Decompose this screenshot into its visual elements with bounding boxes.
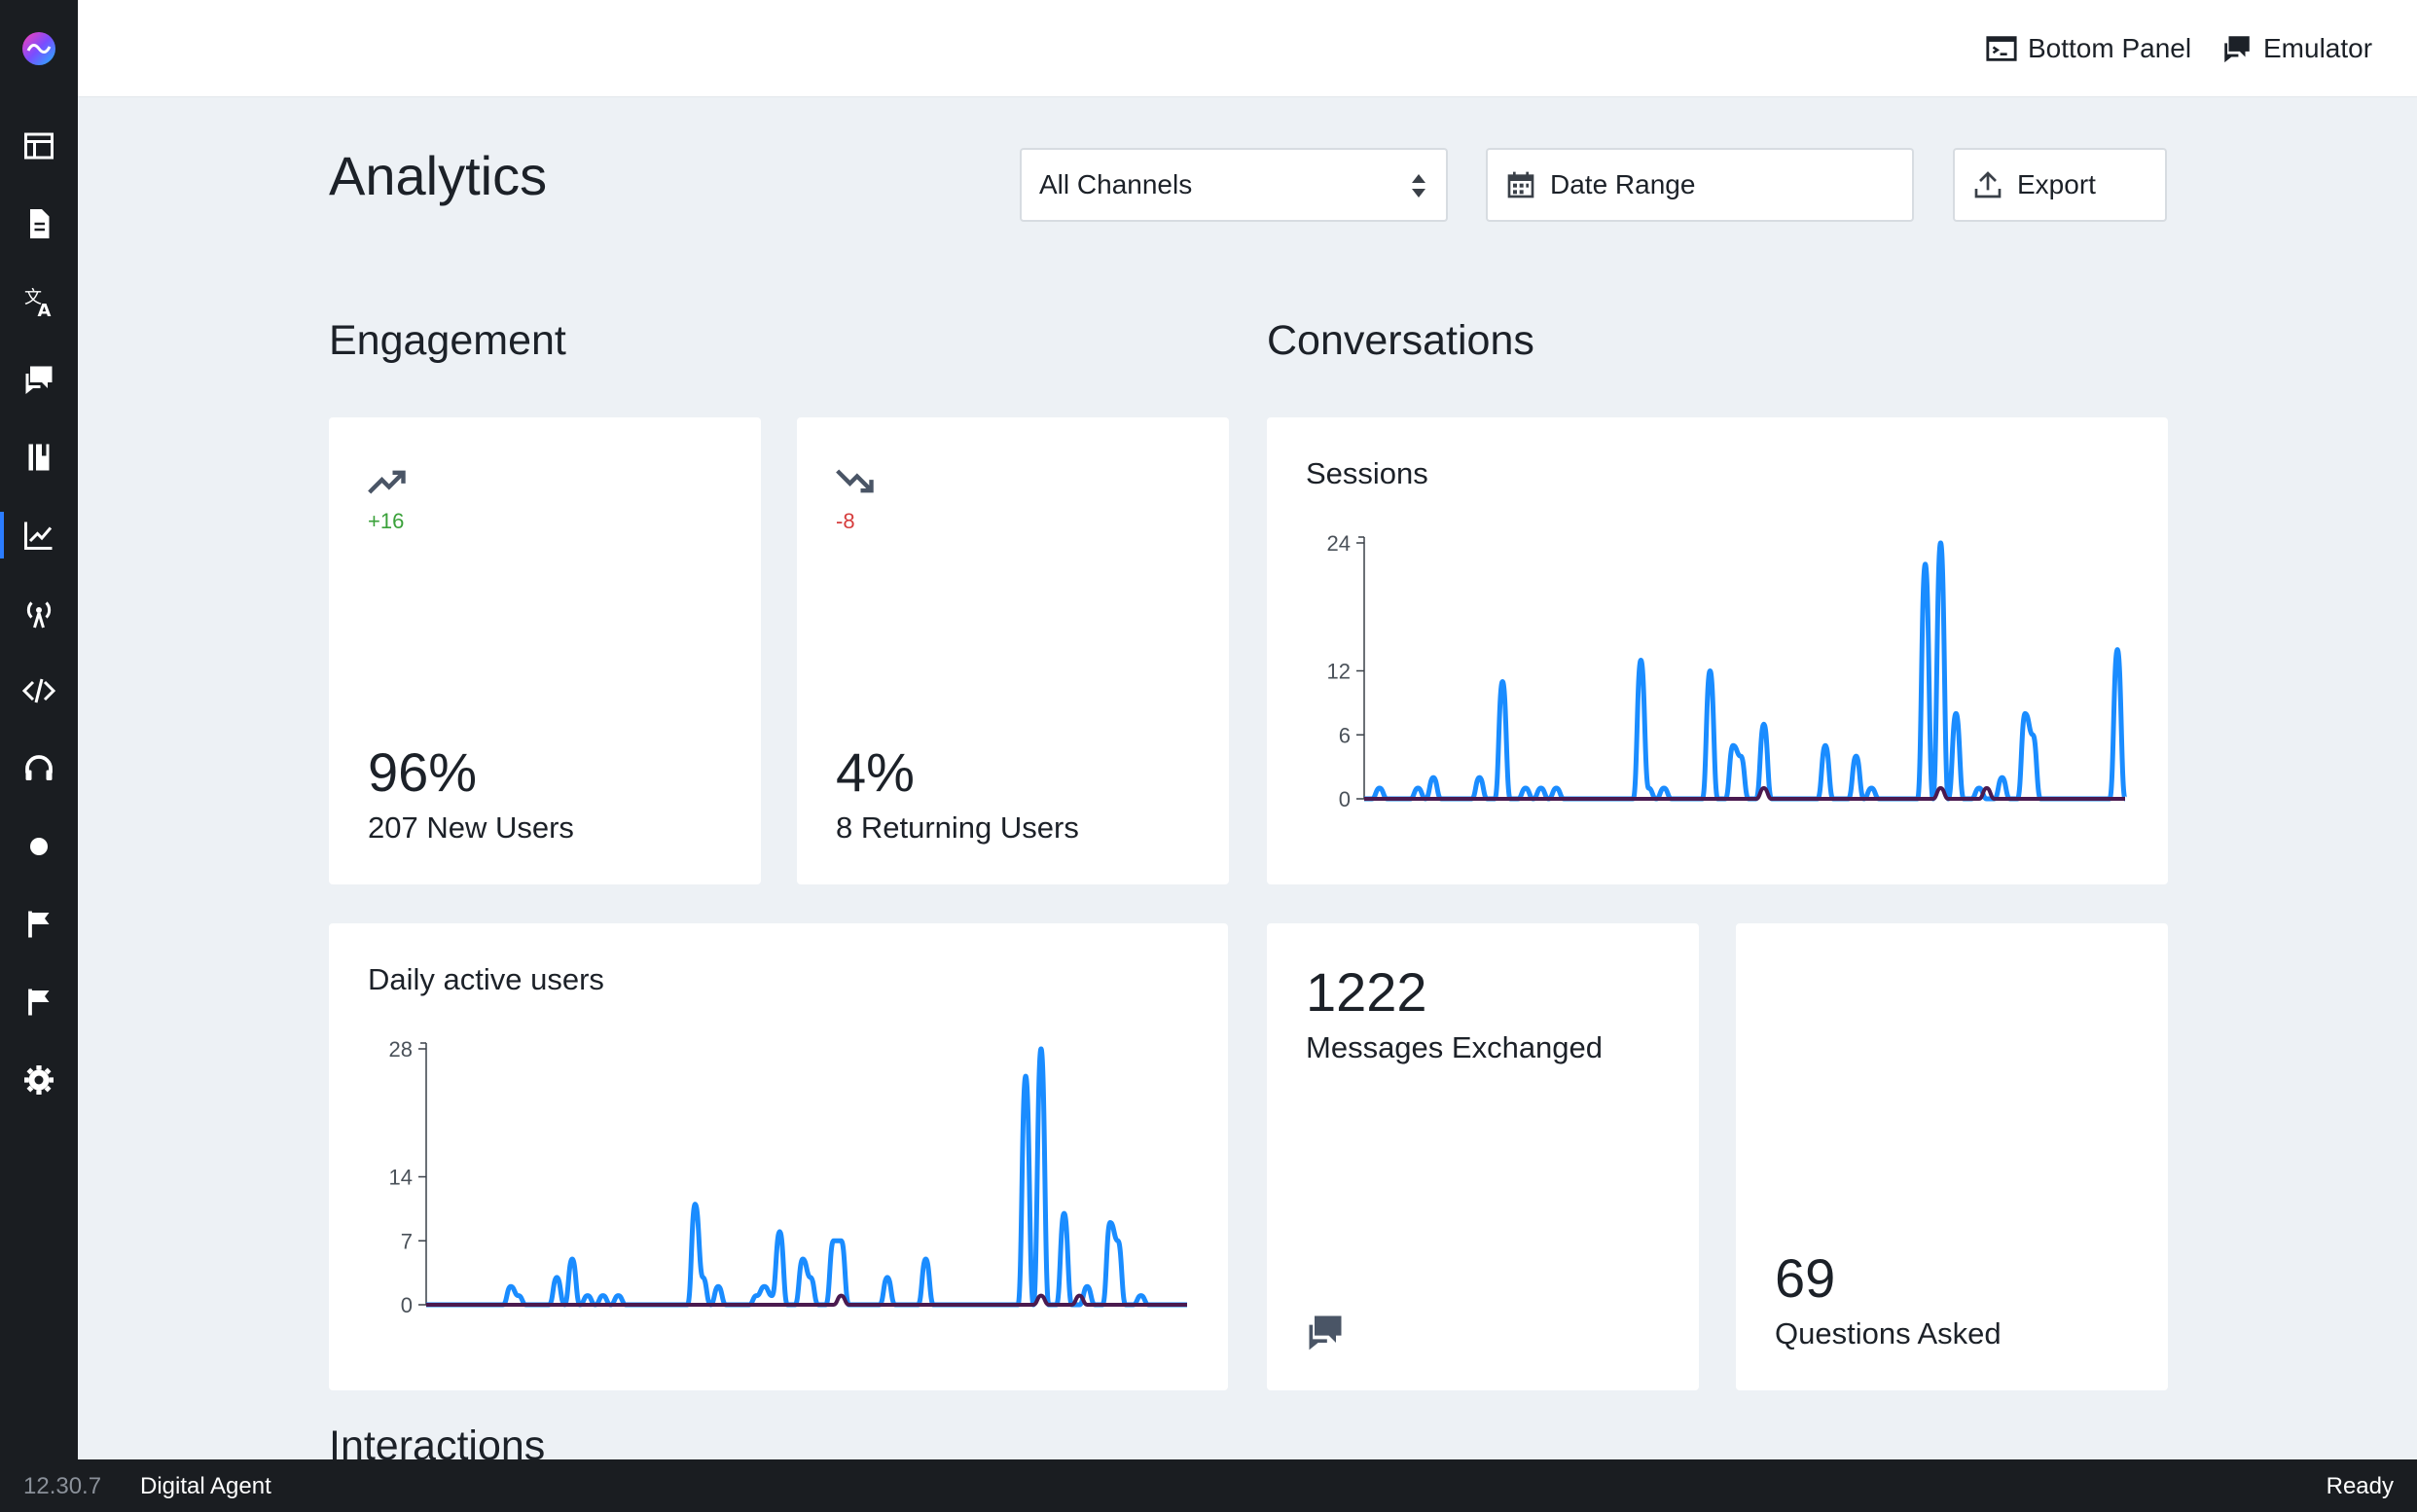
questions-card: 69 Questions Asked	[1736, 923, 2168, 1390]
top-bar: Bottom Panel Emulator	[78, 0, 2417, 97]
sidebar-item-knowledge[interactable]	[0, 418, 78, 496]
export-label: Export	[2017, 169, 2096, 199]
sidebar-item-flag-1[interactable]	[0, 885, 78, 963]
svg-text:A: A	[38, 301, 52, 319]
sessions-chart-title: Sessions	[1306, 456, 1428, 490]
layout-icon	[24, 132, 54, 160]
sidebar-item-analytics[interactable]	[0, 496, 78, 574]
calendar-icon	[1507, 171, 1534, 198]
dot-icon	[30, 838, 48, 855]
broadcast-icon	[26, 601, 52, 629]
chat-icon	[25, 366, 53, 394]
series-line	[1364, 786, 2125, 801]
new-users-label: 207 New Users	[368, 810, 574, 845]
book-icon	[28, 444, 50, 471]
gear-icon	[24, 1065, 54, 1095]
series-line	[426, 1293, 1187, 1307]
app-logo-icon[interactable]	[19, 29, 58, 68]
bot-name-label: Digital Agent	[140, 1473, 271, 1499]
conversations-section-title: Conversations	[1267, 317, 1534, 364]
y-tick-label: 0	[1339, 787, 1351, 811]
messages-card: 1222 Messages Exchanged	[1267, 923, 1699, 1390]
sessions-chart-card: Sessions 0 6 12 24	[1267, 417, 2168, 884]
questions-label: Questions Asked	[1775, 1316, 2002, 1350]
series-line	[426, 1046, 1187, 1308]
sidebar-item-support[interactable]	[0, 730, 78, 808]
sort-arrows-icon	[1412, 174, 1425, 198]
y-tick-label: 14	[389, 1166, 413, 1190]
returning-users-card: -8 4% 8 Returning Users	[797, 417, 1229, 884]
bottom-panel-label: Bottom Panel	[2028, 33, 2192, 63]
new-users-card: +16 96% 207 New Users	[329, 417, 761, 884]
sidebar-item-qna[interactable]	[0, 341, 78, 418]
chart-line-icon	[24, 522, 53, 550]
flag-icon	[28, 911, 50, 938]
y-tick-label: 7	[401, 1229, 413, 1253]
trending-down-icon	[836, 469, 874, 493]
sessions-chart: 0 6 12 24	[1327, 531, 2128, 811]
chat-icon	[2224, 36, 2250, 63]
sidebar-item-channels[interactable]	[0, 574, 78, 652]
sidebar-item-studio[interactable]	[0, 107, 78, 185]
svg-text:文: 文	[24, 288, 42, 308]
y-tick-label: 6	[1339, 723, 1351, 747]
status-bar: 12.30.7 Digital Agent Ready	[0, 1459, 2417, 1512]
page-title: Analytics	[329, 145, 548, 206]
returning-users-delta: -8	[836, 509, 855, 533]
chat-icon	[1309, 1315, 1342, 1350]
date-range-button[interactable]: Date Range	[1486, 148, 1914, 222]
y-tick-label: 12	[1327, 660, 1351, 684]
engagement-section-title: Engagement	[329, 317, 566, 364]
date-range-label: Date Range	[1550, 169, 1696, 199]
channel-select[interactable]: All Channels	[1020, 148, 1448, 222]
status-label: Ready	[2326, 1473, 2394, 1499]
bottom-panel-button[interactable]: Bottom Panel	[1985, 27, 2191, 70]
trending-up-icon	[368, 470, 406, 494]
export-button[interactable]: Export	[1953, 148, 2167, 222]
sidebar-item-status[interactable]	[0, 808, 78, 885]
sidebar-item-flag-2[interactable]	[0, 963, 78, 1041]
channel-select-value: All Channels	[1039, 169, 1193, 199]
y-tick-label: 24	[1327, 531, 1351, 556]
document-icon	[30, 209, 50, 238]
code-icon	[21, 678, 56, 703]
questions-value: 69	[1775, 1247, 1836, 1309]
sidebar-item-code[interactable]	[0, 652, 78, 730]
headset-icon	[25, 755, 53, 780]
sidebar-item-settings[interactable]	[0, 1041, 78, 1119]
returning-users-label: 8 Returning Users	[836, 810, 1079, 845]
new-users-percent: 96%	[368, 741, 478, 803]
version-label: 12.30.7	[23, 1473, 102, 1499]
y-tick-label: 28	[389, 1037, 413, 1062]
dau-chart-card: Daily active users 0 7 14 28	[329, 923, 1228, 1390]
new-users-delta: +16	[368, 509, 405, 533]
y-tick-label: 0	[401, 1293, 413, 1317]
terminal-icon	[1986, 36, 2017, 61]
emulator-label: Emulator	[2263, 33, 2373, 63]
flag-icon	[28, 989, 50, 1016]
sidebar-item-content[interactable]	[0, 185, 78, 263]
messages-label: Messages Exchanged	[1306, 1030, 1604, 1064]
upload-icon	[1974, 171, 2002, 198]
emulator-button[interactable]: Emulator	[2220, 27, 2372, 70]
dau-chart-title: Daily active users	[368, 962, 604, 996]
dau-chart: 0 7 14 28	[389, 1037, 1187, 1317]
messages-value: 1222	[1306, 961, 1427, 1023]
translate-icon: 文A	[24, 288, 52, 320]
series-line	[1364, 540, 2128, 802]
returning-users-percent: 4%	[836, 741, 915, 803]
